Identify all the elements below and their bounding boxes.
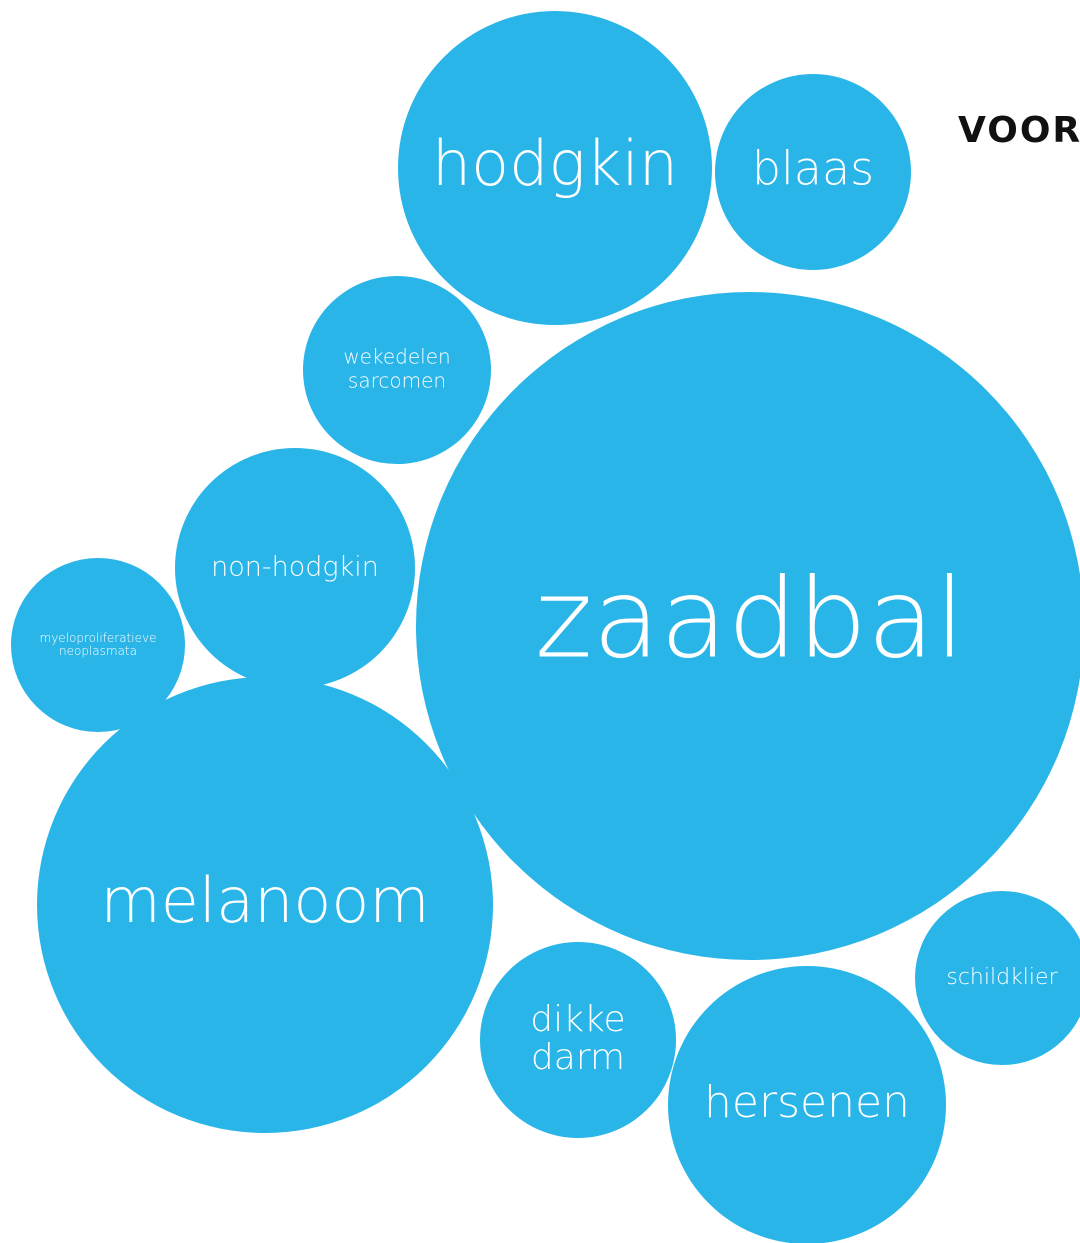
bubble [37,677,493,1133]
bubble [668,966,946,1243]
bubble-label: wekedelen [343,345,450,369]
bubble-label: non-hodgkin [211,552,379,583]
bubble [398,11,712,325]
bubble-label: dikke [530,999,625,1040]
bubble [175,448,415,688]
bubble-label: hodgkin [432,127,678,200]
bubble-label: myeloproliferatieve [40,631,157,645]
bubble [915,891,1080,1065]
bubble-label: darm [531,1037,625,1078]
bubble-label: sarcomen [348,369,446,393]
bubble-label: neoplasmata [59,644,137,658]
bubble [480,942,676,1138]
bubble-label: zaadbal [535,554,965,682]
bubble [303,276,491,464]
bubble [416,292,1080,960]
heading: VOOR [958,110,1080,151]
bubble [11,558,185,732]
bubble-label: melanoom [100,864,429,937]
bubble-label: hersenen [704,1077,910,1128]
bubble-label: blaas [752,142,874,196]
bubble-label: schildklier [946,965,1058,990]
bubble [715,74,911,270]
